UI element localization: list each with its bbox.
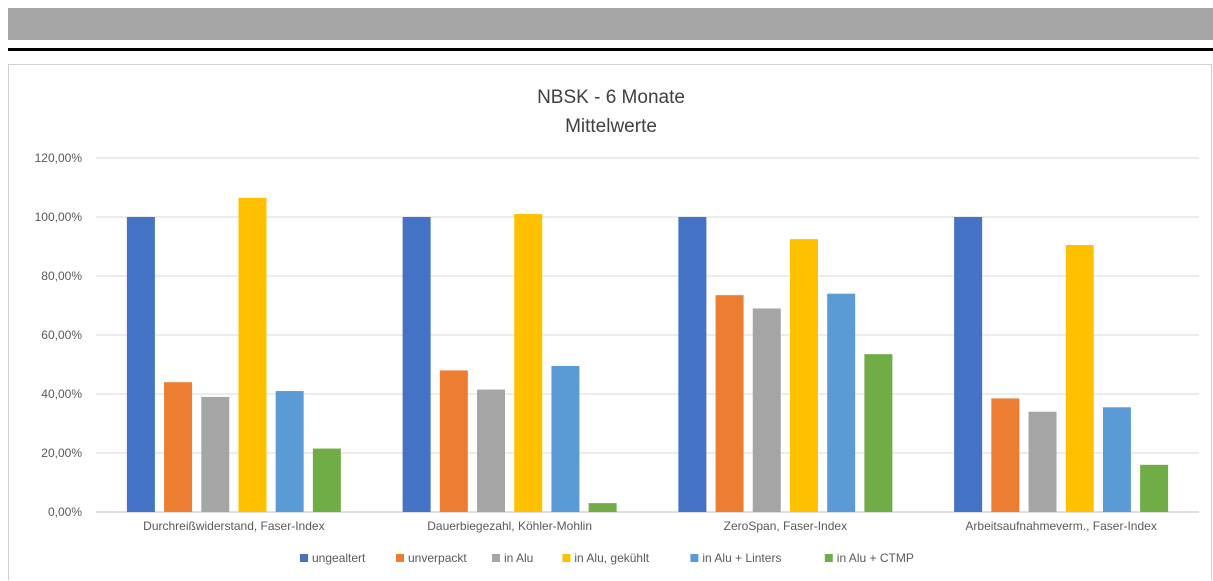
y-axis-ticks: 0,00% 20,00% 40,00% 60,00% 80,00% 100,00% 120,… (35, 151, 83, 519)
y-tick-label: 80,00% (41, 269, 82, 283)
category-label: ZeroSpan, Faser-Index (724, 519, 847, 533)
bar (275, 391, 304, 512)
y-tick-label: 0,00% (48, 505, 82, 519)
bar (514, 214, 543, 513)
legend-label: in Alu (504, 551, 533, 565)
bar (551, 365, 580, 512)
bar (991, 398, 1020, 512)
legend-swatch (824, 554, 833, 562)
bar (126, 217, 155, 512)
bar (402, 217, 431, 512)
chart-area: NBSK - 6 Monate Mittelwerte 0,00% 20,00% 4… (8, 64, 1212, 580)
bar (827, 293, 856, 512)
legend-swatch (492, 554, 500, 562)
legend-swatch (690, 554, 699, 562)
y-tick-label: 20,00% (41, 446, 82, 460)
bar (1140, 464, 1169, 512)
top-gray-bar (8, 8, 1213, 40)
bar (954, 217, 983, 512)
bar (1102, 407, 1131, 512)
chart-title: NBSK - 6 Monate (537, 87, 685, 108)
bar-chart: NBSK - 6 Monate Mittelwerte 0,00% 20,00% 4… (35, 87, 1199, 565)
legend-label: ungealtert (312, 551, 366, 565)
category-label: Durchreißwiderstand, Faser-Index (143, 519, 324, 533)
legend-swatch (300, 554, 308, 562)
bar (312, 448, 341, 512)
bar (752, 308, 781, 512)
y-tick-label: 120,00% (35, 151, 83, 165)
legend-label: in Alu + CTMP (837, 551, 914, 565)
y-tick-label: 100,00% (35, 210, 83, 224)
bar (715, 295, 744, 512)
bar (477, 389, 506, 512)
category-label: Dauerbiegezahl, Köhler-Mohlin (427, 519, 592, 533)
bar (1028, 411, 1057, 512)
bar (201, 396, 230, 512)
bar (238, 197, 267, 512)
bar (164, 382, 193, 512)
x-axis-categories: Durchreißwiderstand, Faser-Index Dauerbie… (143, 519, 1157, 533)
bar (439, 370, 468, 512)
bar (588, 503, 617, 512)
bar (678, 217, 707, 512)
bar (864, 354, 893, 512)
y-tick-label: 60,00% (41, 328, 82, 342)
category-label: Arbeitsaufnahmeverm., Faser-Index (965, 519, 1156, 533)
legend: ungealtert unverpackt in Alu in Alu, gekühl… (300, 551, 914, 565)
legend-label: in Alu, gekühlt (574, 551, 649, 565)
legend-swatch (396, 554, 404, 562)
legend-label: unverpackt (408, 551, 467, 565)
legend-label: in Alu + Linters (702, 551, 781, 565)
bar (789, 239, 818, 512)
legend-swatch (562, 554, 571, 562)
y-tick-label: 40,00% (41, 387, 82, 401)
bars (126, 197, 1169, 513)
chart-subtitle: Mittelwerte (565, 116, 657, 137)
bar (1065, 245, 1094, 512)
horizontal-rule (8, 48, 1213, 51)
